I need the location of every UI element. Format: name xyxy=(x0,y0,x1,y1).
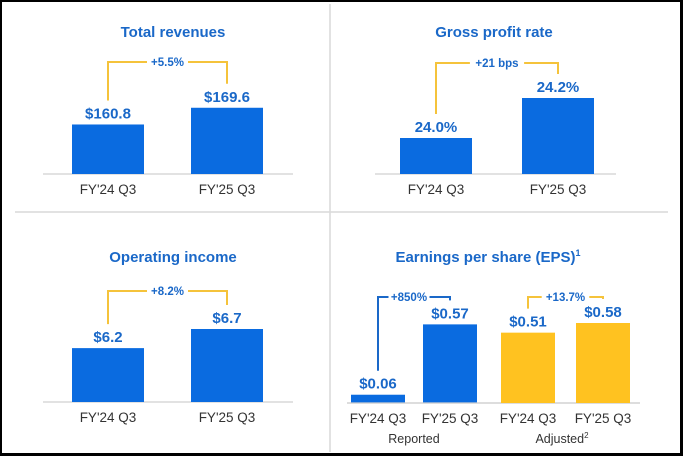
gross-profit-rate-value-label-0: 24.0% xyxy=(415,119,458,136)
eps-adjusted-change-bracket-right xyxy=(589,296,604,299)
gross-profit-rate-category-label-1: FY'25 Q3 xyxy=(530,182,587,197)
eps-reported-bar-1 xyxy=(423,324,477,403)
eps-reported-value-label-1: $0.57 xyxy=(431,305,469,322)
eps-group-label-reported: Reported xyxy=(388,432,439,446)
gross-profit-rate-category-label-0: FY'24 Q3 xyxy=(408,182,465,197)
gross-profit-rate-bar-1 xyxy=(522,98,594,174)
total-revenues-bar-1 xyxy=(191,107,263,174)
eps-adjusted-value-label-1: $0.58 xyxy=(584,304,622,321)
operating-income-value-label-0: $6.2 xyxy=(93,329,122,346)
eps-adjusted-change-label: +13.7% xyxy=(546,292,585,304)
eps-reported-change-bracket-left xyxy=(377,296,389,371)
eps-reported-change-label: +850% xyxy=(391,292,427,304)
total-revenues-bar-0 xyxy=(72,124,144,174)
eps-adjusted-category-label-0: FY'24 Q3 xyxy=(500,411,557,426)
operating-income-bar-1 xyxy=(191,329,263,402)
gross-profit-rate-value-label-1: 24.2% xyxy=(537,79,580,96)
chart-title-eps: Earnings per share (EPS)1 xyxy=(395,248,580,266)
eps-adjusted-bar-1 xyxy=(576,323,630,403)
eps-reported-value-label-0: $0.06 xyxy=(359,376,397,393)
operating-income-value-label-1: $6.7 xyxy=(212,310,241,327)
operating-income-change-label: +8.2% xyxy=(151,286,184,298)
gross-profit-rate-change-bracket-right xyxy=(524,62,559,74)
total-revenues-category-label-1: FY'25 Q3 xyxy=(199,182,256,197)
eps-reported-bar-0 xyxy=(351,394,405,403)
total-revenues-category-label-0: FY'24 Q3 xyxy=(80,182,137,197)
eps-title-superscript: 1 xyxy=(576,248,581,258)
gross-profit-rate-change-bracket-left xyxy=(435,62,470,114)
eps-reported-change-bracket-right xyxy=(429,296,451,301)
total-revenues-value-label-0: $160.8 xyxy=(85,105,131,122)
gross-profit-rate-change-label: +21 bps xyxy=(475,58,518,70)
operating-income-category-label-1: FY'25 Q3 xyxy=(199,410,256,425)
chart-title-gross-profit-rate: Gross profit rate xyxy=(435,24,553,41)
gross-profit-rate-bar-0 xyxy=(400,138,472,174)
chart-title-total-revenues: Total revenues xyxy=(121,24,226,41)
operating-income-category-label-0: FY'24 Q3 xyxy=(80,410,137,425)
eps-group-label-adjusted: Adjusted2 xyxy=(535,431,589,446)
total-revenues-change-label: +5.5% xyxy=(151,57,184,69)
eps-adjusted-bar-0 xyxy=(501,332,555,403)
eps-adjusted-change-bracket-left xyxy=(527,296,542,309)
eps-title-text: Earnings per share (EPS) xyxy=(395,249,575,266)
eps-adjusted-superscript: 2 xyxy=(584,431,589,440)
chart-title-operating-income: Operating income xyxy=(109,249,237,266)
total-revenues-change-bracket-left xyxy=(107,61,147,101)
eps-adjusted-value-label-0: $0.51 xyxy=(509,314,547,331)
operating-income-bar-0 xyxy=(72,348,144,402)
total-revenues-change-bracket-right xyxy=(188,61,228,84)
eps-reported-category-label-0: FY'24 Q3 xyxy=(350,411,407,426)
operating-income-change-bracket-left xyxy=(107,290,147,325)
eps-reported-category-label-1: FY'25 Q3 xyxy=(422,411,479,426)
total-revenues-value-label-1: $169.6 xyxy=(204,89,250,106)
eps-adjusted-category-label-1: FY'25 Q3 xyxy=(575,411,632,426)
operating-income-change-bracket-right xyxy=(188,290,228,305)
